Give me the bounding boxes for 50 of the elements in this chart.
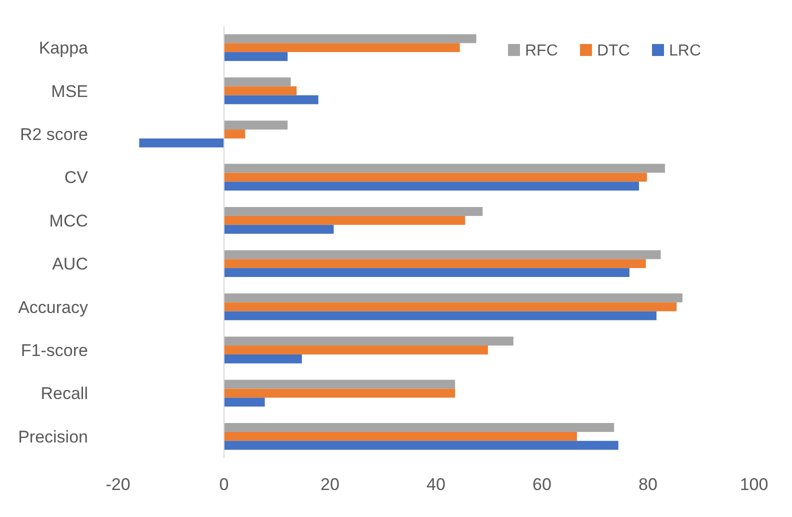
- x-tick-label: 0: [219, 475, 229, 494]
- y-tick-label: CV: [64, 168, 89, 188]
- bar: [224, 380, 456, 389]
- bar: [224, 52, 288, 61]
- legend-label: RFC: [525, 42, 558, 60]
- y-tick-label: Accuracy: [18, 298, 88, 317]
- bar: [224, 293, 682, 302]
- bar: [224, 43, 460, 52]
- y-tick-label: R2 score: [20, 124, 88, 144]
- bar: [224, 130, 246, 138]
- x-tick-label: 100: [740, 475, 768, 494]
- bar: [224, 120, 288, 130]
- bar: [224, 34, 476, 44]
- bar: [224, 259, 646, 268]
- bar: [224, 95, 318, 104]
- x-tick-label: 20: [320, 475, 340, 494]
- bar: [224, 250, 661, 260]
- x-tick-label: -20: [106, 475, 130, 494]
- legend-label: DTC: [597, 42, 630, 60]
- bar: [224, 216, 466, 225]
- bar: [224, 354, 302, 364]
- bar: [224, 388, 456, 398]
- y-tick-label: MSE: [51, 82, 88, 101]
- bar: [224, 432, 577, 441]
- x-tick-label: 80: [638, 475, 658, 494]
- bar: [224, 423, 614, 432]
- bar: [224, 207, 483, 216]
- bar: [224, 224, 334, 234]
- bar: [224, 172, 647, 182]
- y-tick-label: Kappa: [38, 38, 89, 58]
- y-tick-label: Recall: [40, 384, 88, 404]
- bar: [224, 182, 639, 191]
- y-tick-label: Precision: [18, 427, 88, 446]
- bar: [224, 336, 514, 346]
- bar: [139, 138, 224, 148]
- y-tick-label: MCC: [49, 211, 88, 230]
- bar: [224, 268, 630, 277]
- bar: [224, 86, 297, 96]
- legend-label: LRC: [669, 42, 702, 60]
- bar: [224, 311, 656, 320]
- y-tick-label: F1-score: [20, 340, 88, 360]
- bar: [224, 164, 665, 173]
- bar: [224, 346, 488, 354]
- bar: [224, 440, 618, 450]
- x-tick-label: 60: [532, 475, 552, 494]
- bar: [224, 302, 677, 312]
- bar: [224, 398, 265, 407]
- x-tick-label: 40: [426, 475, 446, 494]
- y-tick-label: AUC: [52, 254, 88, 274]
- bar: [224, 77, 291, 86]
